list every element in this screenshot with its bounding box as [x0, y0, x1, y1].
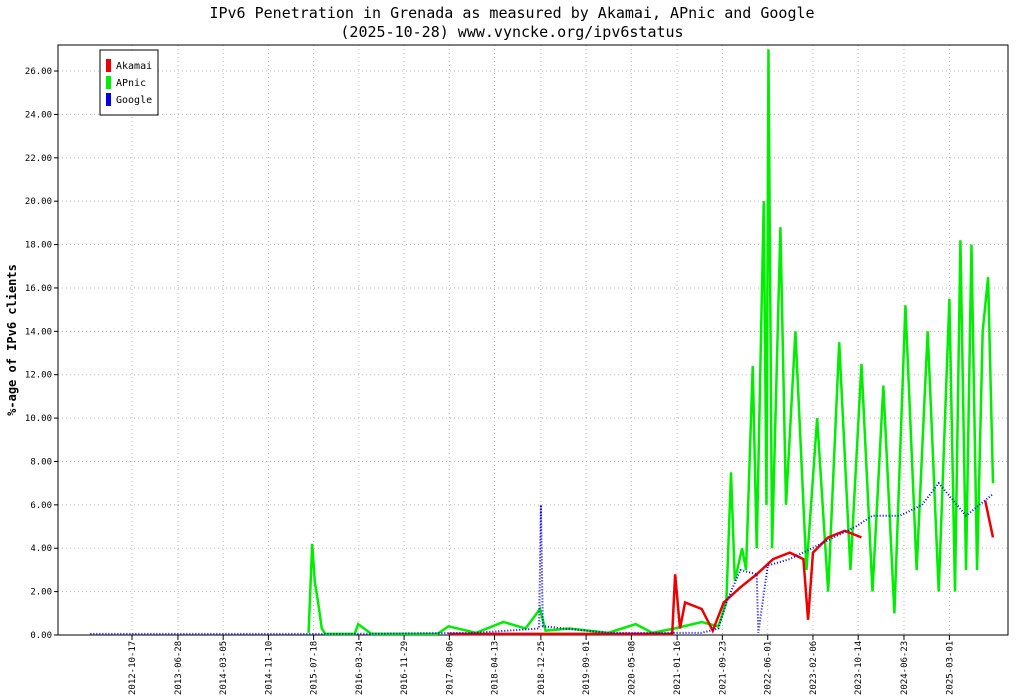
legend-swatch	[106, 76, 111, 89]
y-tick-label: 0.00	[30, 631, 52, 641]
x-tick-label: 2025-03-01	[945, 641, 955, 695]
x-tick-label: 2014-11-10	[264, 641, 274, 695]
x-tick-label: 2018-04-13	[491, 641, 501, 695]
y-tick-label: 10.00	[25, 414, 52, 424]
legend-swatch	[106, 93, 111, 106]
y-tick-label: 26.00	[25, 67, 52, 77]
x-tick-label: 2024-06-23	[900, 641, 910, 695]
x-tick-label: 2016-03-24	[355, 641, 365, 695]
x-tick-label: 2017-08-06	[445, 641, 455, 695]
x-tick-label: 2019-09-01	[582, 641, 592, 695]
y-tick-label: 12.00	[25, 371, 52, 381]
series-line	[983, 500, 995, 538]
x-tick-label: 2016-11-29	[400, 641, 410, 695]
x-tick-label: 2013-06-28	[174, 641, 184, 695]
x-tick-label: 2022-06-01	[764, 641, 774, 695]
x-tick-label: 2015-07-18	[310, 641, 320, 695]
y-tick-label: 4.00	[30, 544, 52, 554]
x-tick-label: 2023-10-14	[854, 641, 864, 695]
x-tick-label: 2021-09-23	[718, 641, 728, 695]
y-tick-label: 22.00	[25, 154, 52, 164]
x-tick-label: 2023-02-06	[809, 641, 819, 695]
y-tick-label: 6.00	[30, 501, 52, 511]
y-axis-label: %-age of IPv6 clients	[5, 264, 19, 416]
x-tick-label: 2020-05-08	[627, 641, 637, 695]
y-tick-label: 24.00	[25, 110, 52, 120]
x-tick-label: 2014-03-05	[219, 641, 229, 695]
y-tick-label: 14.00	[25, 327, 52, 337]
y-tick-label: 20.00	[25, 197, 52, 207]
series-line	[448, 529, 862, 636]
chart-title: IPv6 Penetration in Grenada as measured …	[209, 4, 814, 22]
x-tick-label: 2018-12-25	[537, 641, 547, 695]
y-tick-label: 18.00	[25, 241, 52, 251]
x-tick-label: 2021-01-16	[673, 641, 683, 695]
y-tick-label: 16.00	[25, 284, 52, 294]
legend-label: Akamai	[116, 61, 152, 72]
legend-label: APnic	[116, 78, 146, 89]
legend: Akamai APnic Google	[99, 49, 159, 116]
y-tick-label: 2.00	[30, 588, 52, 598]
series-line	[307, 49, 995, 636]
chart-subtitle: (2025-10-28) www.vyncke.org/ipv6status	[340, 23, 683, 41]
y-tick-label: 8.00	[30, 457, 52, 467]
legend-label: Google	[116, 95, 152, 106]
legend-swatch	[106, 59, 111, 72]
x-tick-label: 2012-10-17	[128, 641, 138, 695]
